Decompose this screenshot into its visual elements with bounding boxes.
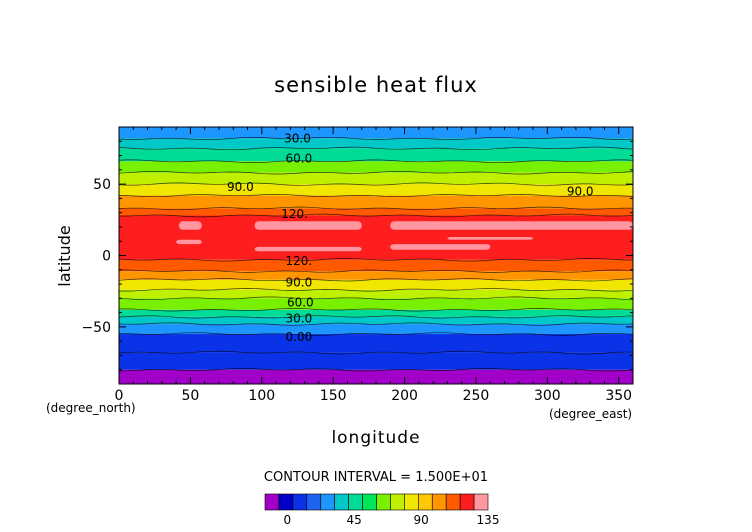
band-13 [119, 195, 633, 209]
contour-line-11 [118, 258, 634, 262]
band-5 [119, 309, 633, 317]
band-16 [119, 161, 633, 173]
contour-line-2 [118, 350, 634, 355]
contour-line-19 [118, 136, 634, 140]
colorbar-swatch [362, 493, 377, 511]
contour-line-17 [118, 159, 634, 164]
y-tick-label: 50 [93, 177, 111, 193]
colorbar: 0 45 90 135 [264, 493, 500, 527]
band-15 [119, 172, 633, 185]
x-tick-label: 300 [534, 388, 561, 404]
contour-line-6 [118, 308, 634, 312]
band-1 [119, 352, 633, 370]
band-19 [119, 127, 633, 139]
hot-spot-3 [176, 239, 202, 245]
contour-label: 60.0 [287, 296, 314, 310]
band-10 [119, 259, 633, 272]
x-tick-label: 350 [605, 388, 632, 404]
x-tick-label: 150 [320, 388, 347, 404]
band-14 [119, 184, 633, 196]
colorbar-swatch [320, 493, 335, 511]
contour-label: 0.00 [286, 330, 313, 344]
hot-spot-2 [390, 221, 633, 230]
colorbar-swatch [418, 493, 433, 511]
colorbar-swatch [264, 493, 280, 511]
filled-contour-field [119, 127, 633, 384]
colorbar-swatch [292, 493, 308, 511]
contour-line-3 [118, 332, 634, 336]
contour-line-1 [118, 368, 634, 372]
x-axis-label: longitude [331, 428, 420, 448]
contour-label: 90.0 [286, 276, 313, 290]
colorbar-tick-label: 45 [347, 513, 362, 527]
contour-label: 30.0 [286, 311, 313, 325]
band-8 [119, 279, 633, 290]
contour-line-5 [118, 315, 634, 319]
contour-label: 60.0 [286, 151, 313, 165]
colorbar-swatch [431, 493, 447, 511]
band-18 [119, 138, 633, 149]
contour-label: 120. [286, 254, 313, 268]
contour-line-12 [119, 213, 634, 218]
contour-label: 30.0 [284, 131, 311, 145]
colorbar-swatch [459, 493, 475, 511]
contour-line-18 [118, 146, 634, 151]
band-6 [119, 298, 633, 310]
contour-label: 120. [281, 207, 308, 221]
band-7 [119, 289, 633, 299]
axis-ticks: 0 50 100 150 200 250 300 350 −50 0 50 [81, 126, 634, 404]
band-17 [119, 148, 633, 162]
y-axis-unit: (degree_north) [46, 401, 136, 415]
colorbar-tick-label: 90 [413, 513, 428, 527]
contour-line-4 [118, 322, 634, 326]
contour-line-15 [118, 182, 634, 186]
chart-title: sensible heat flux [274, 73, 478, 97]
colorbar-swatch [278, 493, 294, 511]
x-tick-label: 200 [391, 388, 418, 404]
y-tick-label: 0 [102, 249, 111, 265]
band-4 [119, 316, 633, 325]
x-axis-unit: (degree_east) [549, 407, 632, 421]
band-2 [119, 334, 633, 353]
band-12 [119, 208, 633, 216]
x-tick-label: 0 [115, 388, 124, 404]
colorbar-swatch [376, 493, 391, 511]
hot-spot-4 [254, 246, 362, 252]
band-3 [119, 324, 633, 335]
y-axis-label: latitude [55, 225, 74, 286]
hot-spot-6 [447, 236, 534, 240]
hot-spot-0 [178, 221, 202, 230]
hot-spot-5 [390, 244, 491, 250]
hot-spot-1 [254, 221, 362, 230]
contour-line-9 [118, 278, 634, 282]
colorbar-swatch [404, 493, 419, 511]
contour-line-16 [118, 170, 634, 175]
y-tick-label: −50 [81, 320, 111, 336]
contour-label: 90.0 [227, 180, 254, 194]
contour-line-13 [118, 206, 634, 211]
colorbar-swatch [348, 493, 363, 511]
colorbar-swatch [306, 493, 322, 511]
contour-line-8 [118, 288, 634, 292]
contour-line-14 [118, 194, 634, 198]
colorbar-swatch [473, 493, 489, 511]
colorbar-swatch [445, 493, 461, 511]
x-tick-label: 50 [181, 388, 199, 404]
colorbar-tick-label: 0 [283, 513, 291, 527]
colorbar-swatch [334, 493, 349, 511]
contour-label: 90.0 [567, 184, 594, 198]
contour-lines [118, 136, 634, 372]
colorbar-tick-label: 135 [477, 513, 500, 527]
band-9 [119, 271, 633, 280]
colorbar-swatch [390, 493, 405, 511]
band-0 [119, 369, 633, 384]
contour-line-7 [118, 296, 634, 301]
contour-interval-text: CONTOUR INTERVAL = 1.500E+01 [264, 470, 488, 485]
contour-line-10 [118, 269, 634, 273]
x-tick-label: 100 [248, 388, 275, 404]
x-tick-label: 250 [463, 388, 490, 404]
